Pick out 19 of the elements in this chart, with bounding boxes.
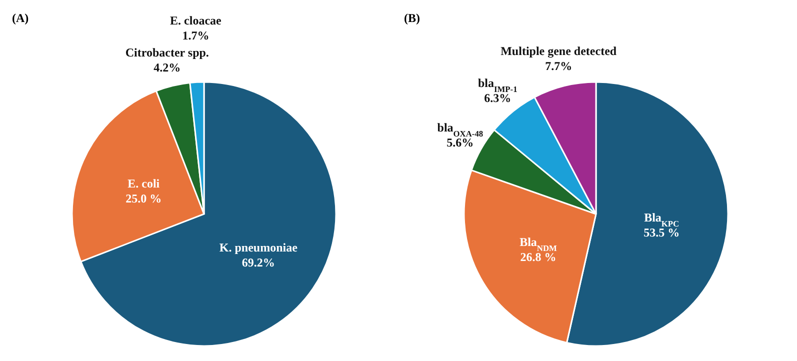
slice-label: bla$_{IMP-1}$ — [478, 76, 518, 94]
data-label: 25.0 % — [126, 191, 162, 206]
slice-label: K. pneumoniae — [219, 240, 298, 254]
slice-label: E. coli — [128, 176, 160, 190]
slice-label: Bla$_{NDM}$ — [520, 234, 557, 252]
slice-label: bla$_{OXA-48}$ — [437, 120, 484, 138]
slice-label: E. cloacae — [170, 13, 222, 28]
data-label: 6.3% — [484, 90, 512, 105]
data-label: 5.6% — [446, 135, 474, 150]
slice-label: Multiple gene detected — [500, 44, 617, 58]
chart-title: (A) — [12, 11, 29, 25]
slice-label: Citrobacter spp. — [125, 45, 209, 60]
data-label: 7.7% — [545, 58, 572, 73]
slice-label: Bla$_{KPC}$ — [644, 210, 680, 228]
chart-title: (B) — [404, 11, 420, 25]
data-label: 69.2% — [242, 255, 275, 270]
data-label: 26.8 % — [520, 250, 556, 264]
data-label: 4.2% — [154, 60, 181, 74]
data-label: 1.7% — [182, 28, 210, 42]
